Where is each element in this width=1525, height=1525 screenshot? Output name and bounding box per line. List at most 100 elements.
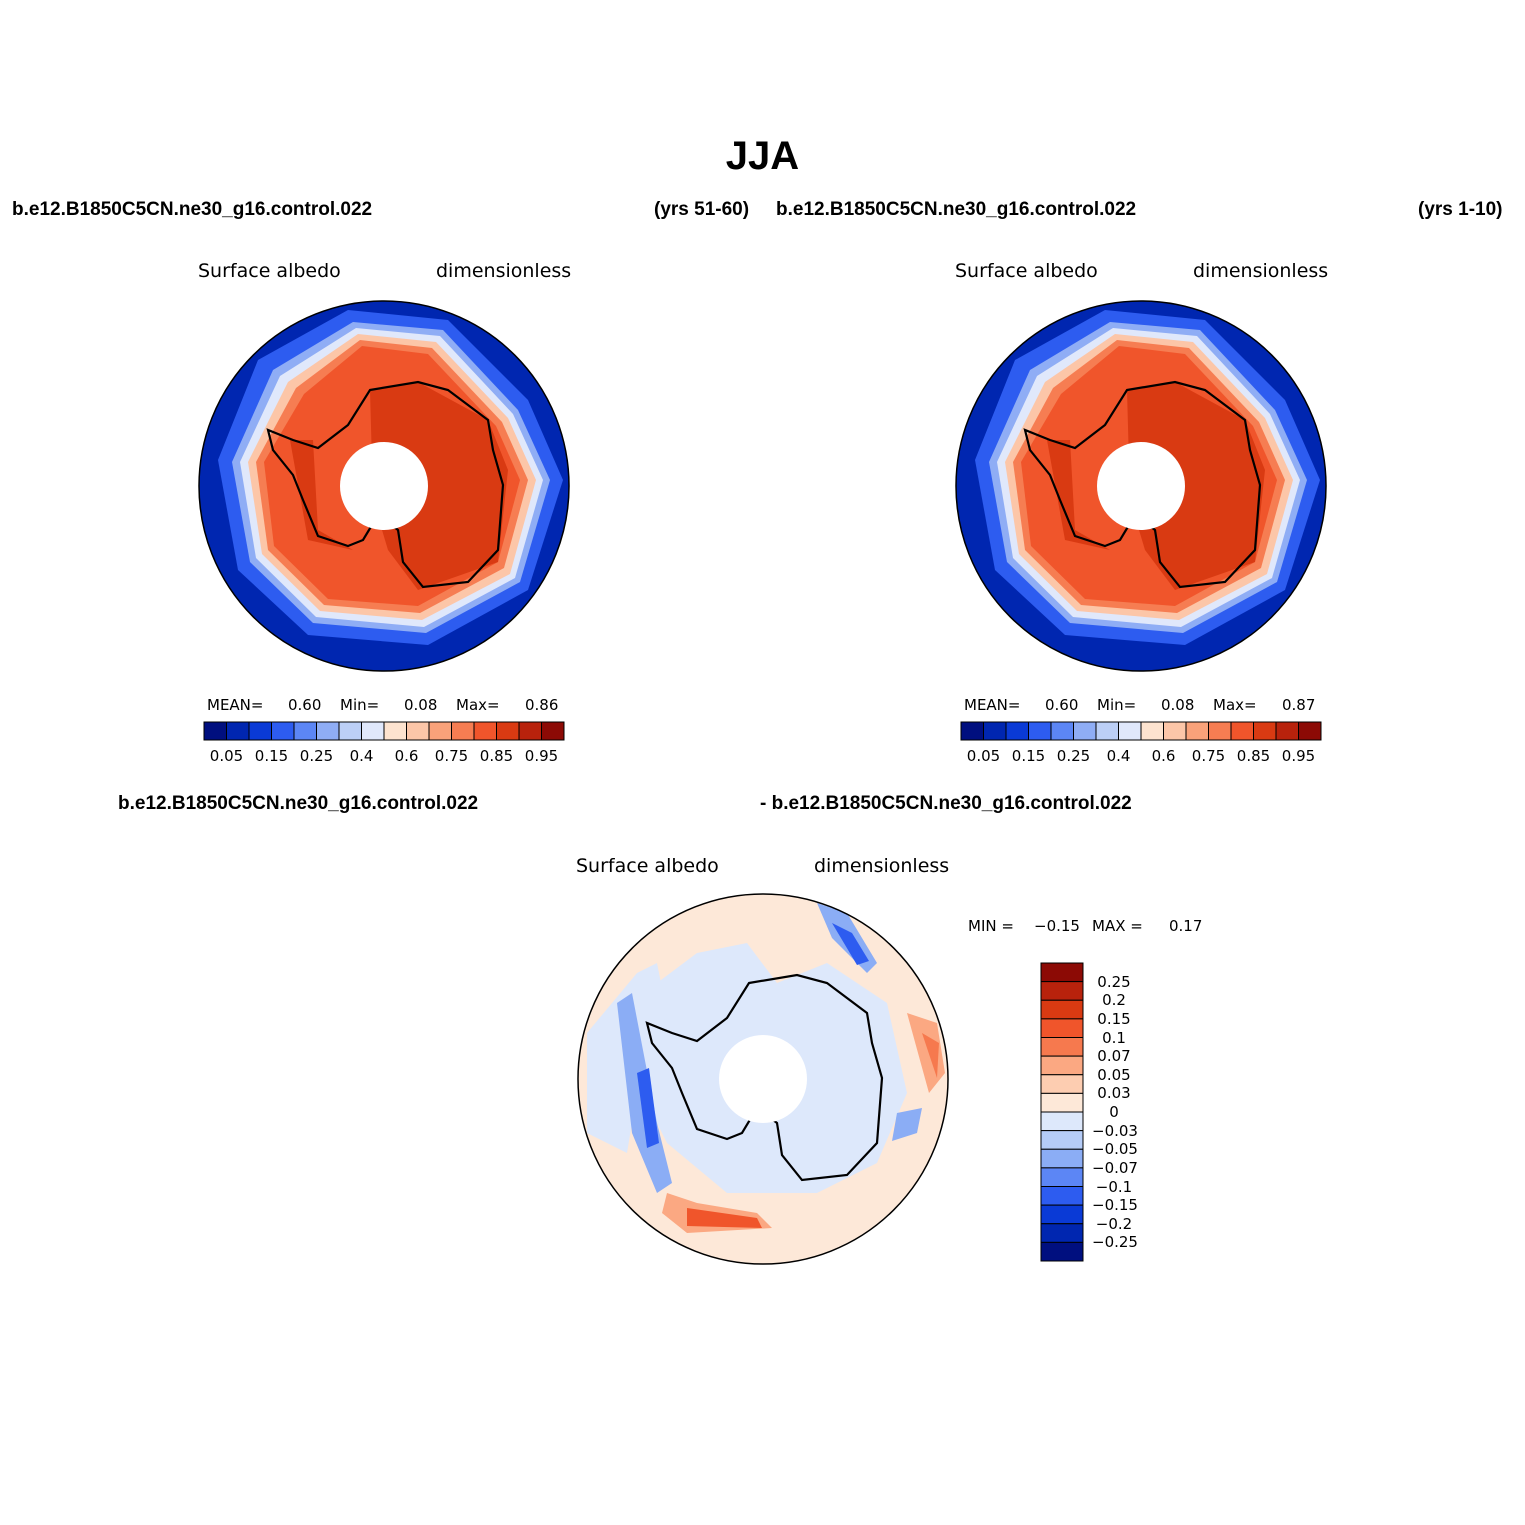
- panel2-colorbar-tick-label: 0.75: [1191, 747, 1226, 765]
- diff-case-subtracted: - b.e12.B1850C5CN.ne30_g16.control.022: [760, 793, 1132, 814]
- diff-colorbar-box: [1040, 1148, 1084, 1169]
- diff-colorbar-tick-label: 0.07: [1097, 1047, 1131, 1066]
- panel1-colorbar-box: [361, 721, 385, 741]
- panel2-units: dimensionless: [1193, 260, 1329, 282]
- panel2-case-name: b.e12.B1850C5CN.ne30_g16.control.022: [776, 199, 1137, 220]
- panel1-colorbar-box: [226, 721, 250, 741]
- diff-case-name: b.e12.B1850C5CN.ne30_g16.control.022: [118, 793, 479, 814]
- panel1-min-value: 0.08: [404, 696, 438, 714]
- panel1-colorbar-tick-label: 0.95: [524, 747, 559, 765]
- panel2-colorbar-box: [1028, 721, 1052, 741]
- panel1-colorbar-box: [248, 721, 272, 741]
- diff-colorbar-tick-label: 0.1: [1102, 1028, 1126, 1047]
- diff-colorbar-box: [1040, 1241, 1084, 1262]
- panel2-colorbar-box: [1005, 721, 1029, 741]
- panel2-colorbar-box: [1140, 721, 1164, 741]
- panel2-colorbar-box: [1118, 721, 1142, 741]
- diff-colorbar-box: [1040, 1018, 1084, 1038]
- diff-colorbar-tick-label: 0.05: [1097, 1065, 1131, 1084]
- panel2-colorbar-box: [1298, 721, 1322, 741]
- panel2-min-label: Min=: [1097, 696, 1137, 714]
- figure-title: JJA: [725, 134, 800, 178]
- panel1-colorbar-box: [496, 721, 520, 741]
- panel1-mean-label: MEAN=: [207, 696, 264, 714]
- diff-colorbar-box: [1040, 1074, 1084, 1094]
- diff-colorbar-box: [1040, 1130, 1084, 1150]
- panel2-colorbar-box: [1185, 721, 1209, 741]
- diff-variable: Surface albedo: [576, 855, 719, 877]
- diff-colorbar-box: [1040, 1111, 1084, 1132]
- panel1-polar-map: [198, 300, 570, 672]
- panel2-colorbar-tick-label: 0.85: [1236, 747, 1271, 765]
- panel2-mean-label: MEAN=: [964, 696, 1021, 714]
- panel1-colorbar-box: [271, 721, 295, 741]
- diff-max-value: 0.17: [1169, 917, 1203, 935]
- panel1-units: dimensionless: [436, 260, 572, 282]
- panel1-colorbar-tick-label: 0.05: [209, 747, 244, 765]
- diff-polar-map: [577, 893, 949, 1265]
- panel1-colorbar-tick-label: 0.25: [299, 747, 334, 765]
- panel1-colorbar-box: [518, 721, 542, 741]
- panel1-colorbar-tick-label: 0.15: [254, 747, 289, 765]
- panel2-colorbar-box: [1275, 721, 1299, 741]
- panel2-max-label: Max=: [1213, 696, 1257, 714]
- panel2-polar-map: [955, 300, 1327, 672]
- diff-colorbar-tick-label: −0.15: [1092, 1196, 1138, 1215]
- panel1-colorbar-box: [451, 721, 475, 741]
- panel1-mean-value: 0.60: [288, 696, 322, 714]
- panel2-colorbar-tick-label: 0.6: [1151, 747, 1176, 765]
- diff-colorbar-box: [1040, 999, 1084, 1020]
- diff-colorbar-tick-label: −0.25: [1092, 1233, 1138, 1252]
- panel1-colorbar-box: [428, 721, 452, 741]
- diff-colorbar-tick-label: 0.15: [1097, 1009, 1131, 1028]
- diff-colorbar-tick-label: −0.1: [1095, 1177, 1133, 1196]
- panel1-colorbar-box: [541, 721, 565, 741]
- diff-min-label: MIN =: [968, 917, 1014, 935]
- panel1-colorbar-tick-label: 0.6: [394, 747, 419, 765]
- diff-colorbar-box: [1040, 1204, 1084, 1225]
- panel1-colorbar-tick-label: 0.85: [479, 747, 514, 765]
- diff-colorbar-box: [1040, 1167, 1084, 1187]
- panel2-colorbar-box: [1050, 721, 1074, 741]
- panel1-colorbar-box: [203, 721, 227, 741]
- panel1-max-value: 0.86: [525, 696, 559, 714]
- panel2-colorbar-box: [1163, 721, 1187, 741]
- diff-colorbar-box: [1040, 981, 1084, 1001]
- panel2-colorbar-box: [1095, 721, 1119, 741]
- panel2-colorbar: [960, 721, 1322, 741]
- diff-colorbar-box: [1040, 962, 1084, 983]
- panel2-colorbar-box: [1073, 721, 1097, 741]
- panel1-colorbar-box: [473, 721, 497, 741]
- panel2-colorbar-box: [1208, 721, 1232, 741]
- panel2-colorbar-box: [1253, 721, 1277, 741]
- diff-colorbar-box: [1040, 1223, 1084, 1243]
- panel2-variable: Surface albedo: [955, 260, 1098, 282]
- diff-colorbar-tick-label: −0.03: [1092, 1121, 1138, 1140]
- panel2-years: (yrs 1-10): [1418, 199, 1503, 220]
- diff-colorbar-tick-label: −0.07: [1092, 1158, 1138, 1177]
- diff-colorbar-tick-label: −0.2: [1095, 1214, 1133, 1233]
- panel1-colorbar-tick-label: 0.4: [349, 747, 374, 765]
- panel2-colorbar-box: [960, 721, 984, 741]
- panel1-years: (yrs 51-60): [654, 199, 750, 220]
- panel1-colorbar-tick-label: 0.75: [434, 747, 469, 765]
- panel2-colorbar-tick-label: 0.95: [1281, 747, 1316, 765]
- panel1-colorbar: [203, 721, 565, 741]
- diff-colorbar-box: [1040, 1092, 1084, 1113]
- diff-colorbar-tick-label: 0.2: [1102, 991, 1126, 1010]
- panel1-case-name: b.e12.B1850C5CN.ne30_g16.control.022: [12, 199, 373, 220]
- panel1-colorbar-box: [406, 721, 430, 741]
- diff-colorbar-box: [1040, 1037, 1084, 1057]
- diff-colorbar-box: [1040, 1186, 1084, 1206]
- panel1-colorbar-box: [316, 721, 340, 741]
- panel1-min-label: Min=: [340, 696, 380, 714]
- diff-colorbar: [1040, 962, 1084, 1262]
- diff-colorbar-tick-label: 0.03: [1097, 1084, 1131, 1103]
- panel1-colorbar-box: [338, 721, 362, 741]
- diff-colorbar-tick-label: 0.25: [1097, 972, 1131, 991]
- diff-colorbar-tick-label: 0: [1109, 1103, 1119, 1121]
- panel2-min-value: 0.08: [1161, 696, 1195, 714]
- diff-colorbar-box: [1040, 1055, 1084, 1076]
- panel2-colorbar-box: [1230, 721, 1254, 741]
- panel2-colorbar-tick-label: 0.4: [1106, 747, 1131, 765]
